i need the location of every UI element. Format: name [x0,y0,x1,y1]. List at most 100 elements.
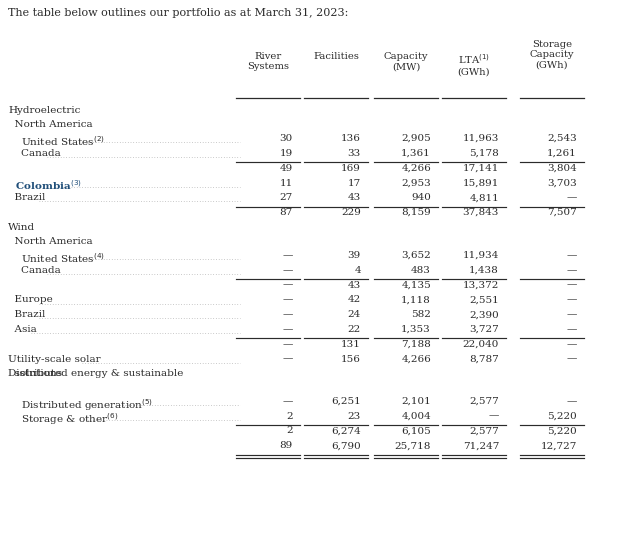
Text: 22,040: 22,040 [463,340,499,349]
Text: 1,353: 1,353 [401,325,431,334]
Text: 7,507: 7,507 [547,208,577,217]
Text: 8,787: 8,787 [469,354,499,364]
Text: Canada: Canada [8,266,61,275]
Text: —: — [283,251,293,260]
Text: Brazil: Brazil [8,193,45,203]
Text: 3,804: 3,804 [547,164,577,173]
Text: 4,266: 4,266 [401,164,431,173]
Text: 8,159: 8,159 [401,208,431,217]
Text: 3,727: 3,727 [469,325,499,334]
Text: 582: 582 [411,310,431,319]
Text: 27: 27 [280,193,293,203]
Text: 37,843: 37,843 [463,208,499,217]
Text: —: — [566,354,577,364]
Text: 87: 87 [280,208,293,217]
Text: —: — [283,281,293,289]
Text: —: — [566,397,577,406]
Text: 23: 23 [348,411,361,421]
Text: 3,703: 3,703 [547,179,577,188]
Text: Europe: Europe [8,295,52,304]
Text: —: — [566,310,577,319]
Text: —: — [566,325,577,334]
Text: —: — [566,340,577,349]
Text: 2,905: 2,905 [401,134,431,143]
Text: 39: 39 [348,251,361,260]
Text: 6,105: 6,105 [401,426,431,435]
Text: 4,811: 4,811 [469,193,499,203]
Text: River
Systems: River Systems [247,52,289,71]
Text: 1,438: 1,438 [469,266,499,275]
Text: United States$^{(2)}$: United States$^{(2)}$ [8,134,105,148]
Text: 13,372: 13,372 [463,281,499,289]
Text: North America: North America [8,237,93,246]
Text: The table below outlines our portfolio as at March 31, 2023:: The table below outlines our portfolio a… [8,8,348,18]
Text: —: — [566,281,577,289]
Text: 11: 11 [280,179,293,188]
Text: 6,251: 6,251 [332,397,361,406]
Text: 136: 136 [341,134,361,143]
Text: 1,261: 1,261 [547,149,577,158]
Text: Capacity
(MW): Capacity (MW) [384,52,428,71]
Text: 2: 2 [286,411,293,421]
Text: —: — [283,397,293,406]
Text: 17: 17 [348,179,361,188]
Text: 42: 42 [348,295,361,304]
Text: —: — [283,340,293,349]
Text: Brazil: Brazil [8,310,45,319]
Text: 1,361: 1,361 [401,149,431,158]
Text: 4,135: 4,135 [401,281,431,289]
Text: 4,266: 4,266 [401,354,431,364]
Text: 6,790: 6,790 [332,441,361,450]
Text: 2,577: 2,577 [469,397,499,406]
Text: —: — [283,310,293,319]
Text: 49: 49 [280,164,293,173]
Text: 12,727: 12,727 [541,441,577,450]
Text: 3,652: 3,652 [401,251,431,260]
Text: —: — [283,325,293,334]
Text: 30: 30 [280,134,293,143]
Text: 11,963: 11,963 [463,134,499,143]
Text: Facilities: Facilities [313,52,359,61]
Text: Wind: Wind [8,223,35,232]
Text: Canada: Canada [8,149,61,158]
Text: Colombia$^{(3)}$: Colombia$^{(3)}$ [8,179,82,192]
Text: 5,178: 5,178 [469,149,499,158]
Text: —: — [566,295,577,304]
Text: 71,247: 71,247 [463,441,499,450]
Text: 2,953: 2,953 [401,179,431,188]
Text: 4,004: 4,004 [401,411,431,421]
Text: 6,274: 6,274 [332,426,361,435]
Text: 2,551: 2,551 [469,295,499,304]
Text: 131: 131 [341,340,361,349]
Text: 5,220: 5,220 [547,426,577,435]
Text: 940: 940 [411,193,431,203]
Text: Storage
Capacity
(GWh): Storage Capacity (GWh) [530,40,574,70]
Text: solutions: solutions [8,369,62,378]
Text: 5,220: 5,220 [547,411,577,421]
Text: 19: 19 [280,149,293,158]
Text: Asia: Asia [8,325,36,334]
Text: —: — [566,193,577,203]
Text: 22: 22 [348,325,361,334]
Text: 24: 24 [348,310,361,319]
Text: 7,188: 7,188 [401,340,431,349]
Text: 43: 43 [348,193,361,203]
Text: 11,934: 11,934 [463,251,499,260]
Text: Storage & other$^{(6)}$: Storage & other$^{(6)}$ [8,411,118,427]
Text: —: — [566,251,577,260]
Text: 2,390: 2,390 [469,310,499,319]
Text: 156: 156 [341,354,361,364]
Text: 89: 89 [280,441,293,450]
Text: 229: 229 [341,208,361,217]
Text: 2,577: 2,577 [469,426,499,435]
Text: 4: 4 [355,266,361,275]
Text: 169: 169 [341,164,361,173]
Text: 1,118: 1,118 [401,295,431,304]
Text: Distributed generation$^{(5)}$: Distributed generation$^{(5)}$ [8,397,153,413]
Text: 2,101: 2,101 [401,397,431,406]
Text: —: — [283,295,293,304]
Text: —: — [566,266,577,275]
Text: —: — [283,354,293,364]
Text: Hydroelectric: Hydroelectric [8,106,81,115]
Text: 17,141: 17,141 [463,164,499,173]
